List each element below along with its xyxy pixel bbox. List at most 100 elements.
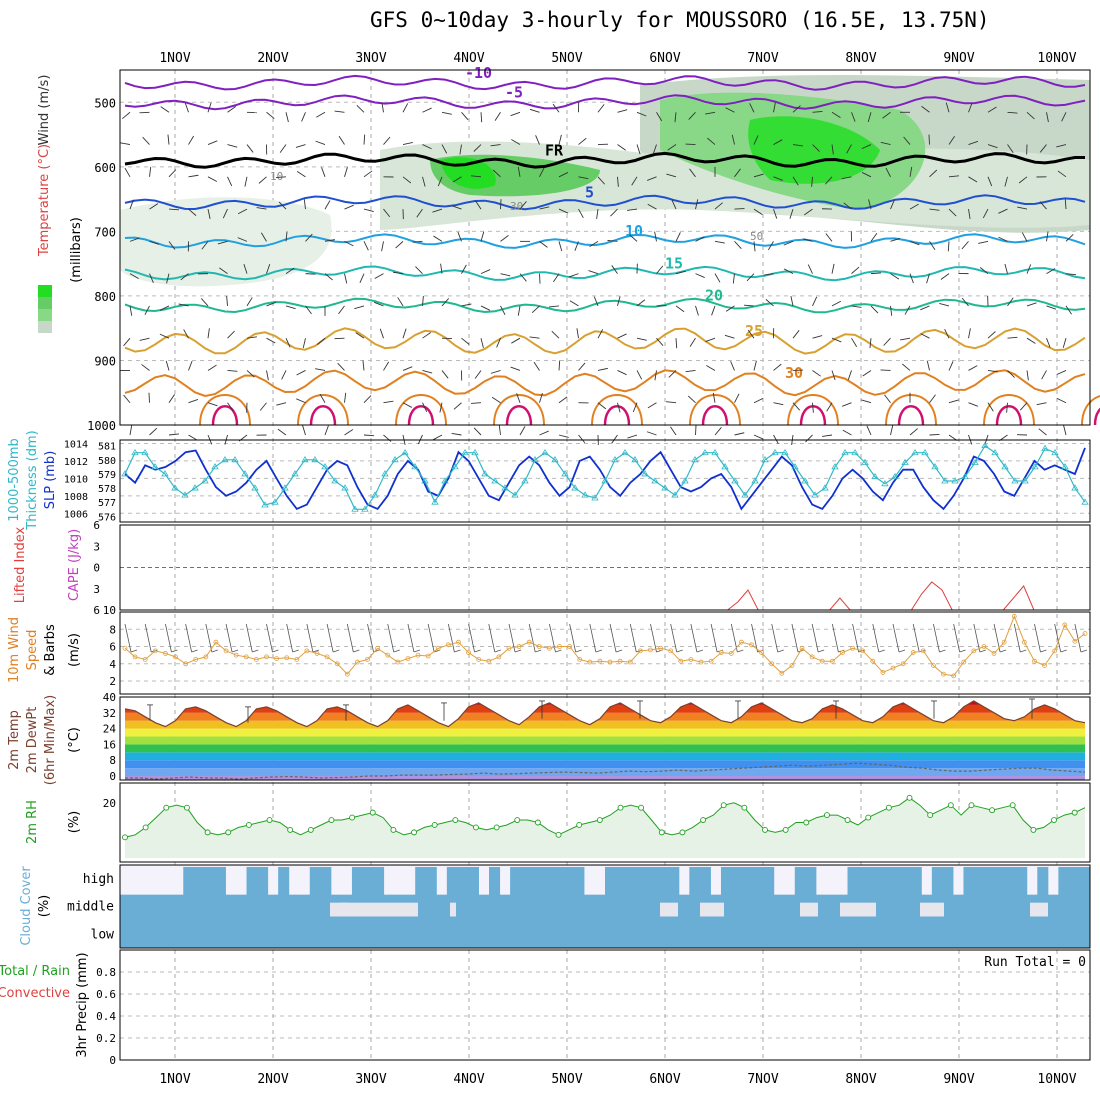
wind-speed-marker — [183, 661, 189, 667]
wind-speed-marker — [233, 652, 239, 658]
wind-speed-marker — [365, 657, 370, 662]
wind-barb — [281, 370, 287, 380]
rh-panel — [122, 794, 1086, 858]
cloud-high — [910, 867, 922, 897]
wind-barb — [569, 300, 579, 307]
wind-barb-10m — [933, 623, 940, 653]
wind-speed-marker — [435, 645, 441, 651]
rh-marker — [844, 817, 851, 823]
wind-barb — [790, 296, 794, 307]
cloud-high — [794, 867, 806, 897]
wind-speed-marker — [567, 644, 573, 649]
cloud-row-label: high — [83, 872, 114, 887]
wind-barb — [1065, 234, 1074, 242]
wind-barb — [804, 208, 813, 216]
temp-band — [125, 712, 1085, 721]
wind-barb — [124, 167, 131, 178]
wind-barb — [617, 176, 619, 187]
wind-speed-marker — [951, 673, 957, 679]
wind-barb — [675, 305, 685, 313]
rh-marker — [906, 794, 913, 801]
wind-barb — [139, 337, 150, 341]
wind-barb — [654, 370, 657, 381]
label-ms: (m/s) — [67, 633, 82, 667]
wind-barb — [1038, 428, 1047, 436]
temp-panel — [124, 698, 1086, 780]
wind-barb — [480, 269, 491, 275]
wind-barb — [266, 337, 276, 344]
wind-speed-marker — [648, 647, 653, 653]
wind-barb — [749, 103, 755, 113]
wind-barb — [422, 176, 426, 187]
wind-barb — [948, 361, 954, 371]
temperature-contour — [124, 297, 1086, 314]
wind-barb — [617, 109, 628, 113]
cloud-high — [615, 867, 627, 897]
wind-barb — [383, 361, 390, 371]
label-rhpct: (%) — [67, 811, 82, 834]
wind-barb — [453, 402, 462, 410]
wind-barb — [812, 110, 823, 113]
wind-barb — [979, 267, 989, 274]
wind-barb — [1026, 302, 1037, 307]
wind-barb — [558, 134, 562, 145]
thickness-tick: 576 — [98, 512, 116, 523]
slp-tick: 1014 — [64, 439, 88, 450]
wind-barb-10m — [1080, 649, 1088, 653]
thickness-line — [124, 444, 1086, 510]
thickness-marker — [821, 484, 829, 491]
cloud-high — [457, 867, 469, 897]
wind-barb-10m — [124, 623, 132, 653]
wind-barb — [422, 295, 424, 306]
wind-barb — [1056, 144, 1067, 148]
wind-barb — [773, 363, 782, 371]
wind-barb — [490, 370, 501, 374]
wind-barb — [402, 402, 413, 408]
temperature-contour — [124, 327, 1086, 355]
temperature-contour-loop — [591, 394, 643, 426]
wind-barb — [831, 337, 842, 343]
wind-barb — [354, 305, 365, 310]
chart-title: GFS 0~10day 3-hourly for MOUSSORO (16.5E… — [370, 8, 990, 32]
label-2mdewpt: 2m DewPt — [25, 707, 40, 774]
wind-barb-10m — [468, 623, 475, 653]
thickness-marker — [531, 456, 539, 463]
wind-barb-10m — [609, 623, 617, 653]
wind-speed-marker — [789, 663, 795, 668]
wind-barb — [302, 338, 306, 349]
wind-barb — [870, 305, 879, 314]
wind-barb — [831, 300, 842, 307]
wind-barb — [1065, 305, 1072, 315]
cloud-high — [1068, 867, 1080, 897]
cloud-row-label: middle — [67, 900, 114, 915]
wind-barb — [578, 208, 584, 219]
wind-speed-marker — [739, 639, 744, 645]
thickness-marker — [151, 463, 159, 470]
thickness-tick: 578 — [98, 484, 116, 495]
wind-barb — [812, 144, 820, 152]
wind-barb — [884, 394, 891, 403]
wind-barb — [471, 175, 482, 178]
wind-speed-marker — [981, 644, 987, 649]
thickness-marker — [1001, 463, 1009, 470]
rh-marker — [823, 812, 830, 819]
wind-barb — [553, 273, 560, 283]
wind-barb — [551, 330, 560, 339]
wind-barb-10m — [771, 623, 779, 653]
cloud-high — [942, 867, 954, 897]
wind-barb — [812, 335, 823, 339]
wind-barb — [222, 208, 228, 219]
wind-speed-marker — [173, 654, 178, 660]
cloud-high — [1058, 867, 1070, 897]
wind-barb — [732, 273, 735, 284]
wind-barb-10m — [1013, 623, 1021, 653]
temperature-contour-loop — [493, 394, 545, 426]
thickness-marker — [201, 477, 209, 484]
wind-barb — [670, 426, 677, 436]
wind-barb — [227, 370, 238, 372]
date-label-bottom: 10NOV — [1037, 1072, 1076, 1087]
label-thickness1: 1000-500mb — [7, 438, 22, 522]
wind-speed-marker — [1032, 658, 1037, 664]
wind-speed-marker — [1052, 648, 1058, 654]
